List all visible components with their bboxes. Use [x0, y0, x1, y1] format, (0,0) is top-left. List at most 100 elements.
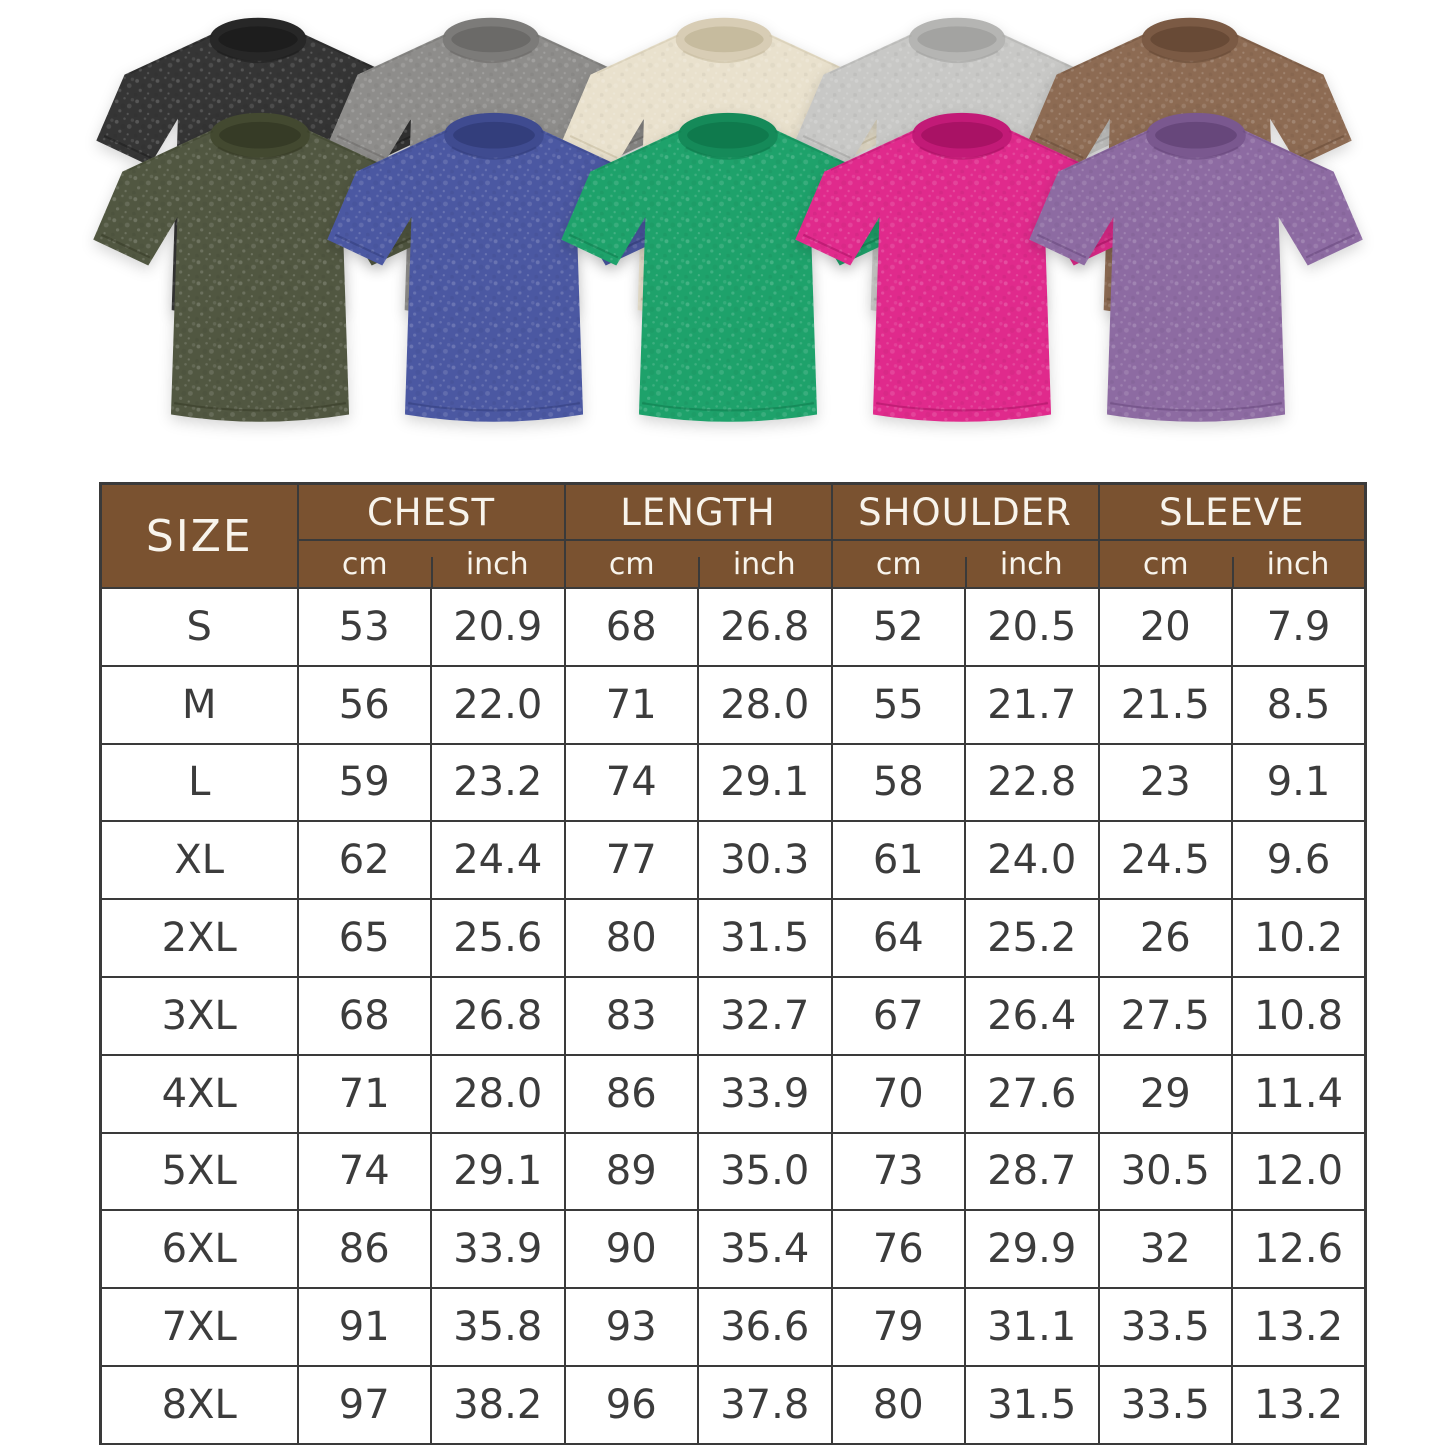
tshirt-neck-opening	[918, 119, 1006, 153]
tshirt-neck-opening	[450, 119, 538, 153]
header-chest-cm: cm	[296, 539, 431, 589]
size-cell: 8XL	[99, 1364, 299, 1445]
size-row-l: L 59 23.2 74 29.1 58 22.8 23 9.1	[99, 742, 1367, 823]
value-cell: 20.9	[430, 587, 566, 667]
value-cell: 24.5	[1097, 820, 1234, 901]
value-cell: 68	[563, 587, 699, 667]
tshirt-collar-band	[1146, 112, 1246, 158]
value-cell: 53	[296, 587, 432, 667]
value-cell: 29	[1097, 1053, 1234, 1134]
value-cell: 13.2	[1231, 1287, 1367, 1367]
tshirt-sleeve-stitch-left	[1036, 233, 1087, 259]
value-cell: 7.9	[1231, 587, 1367, 667]
value-cell: 86	[296, 1209, 432, 1290]
header-length-cm: cm	[563, 539, 698, 589]
size-cell: 3XL	[99, 975, 299, 1056]
value-cell: 29.1	[430, 1131, 566, 1212]
size-row-5xl: 5XL 74 29.1 89 35.0 73 28.7 30.5 12.0	[99, 1131, 1367, 1212]
value-cell: 24.4	[430, 820, 566, 901]
tshirt-shoulder-seam-left	[128, 130, 214, 171]
value-cell: 83	[563, 975, 699, 1056]
tshirt-collar-band	[209, 17, 307, 61]
tshirt-collar-stitch	[915, 50, 999, 64]
header-shoulder-cm: cm	[830, 539, 966, 589]
size-row-6xl: 6XL 86 33.9 90 35.4 76 29.9 32 12.6	[99, 1209, 1367, 1290]
value-cell: 31.5	[697, 898, 833, 978]
value-cell: 52	[830, 587, 967, 667]
value-cell: 55	[830, 664, 967, 745]
tshirt-sleeve-stitch-left	[802, 233, 853, 259]
tshirt-collar-band	[678, 112, 778, 158]
value-cell: 27.5	[1097, 975, 1234, 1056]
value-cell: 71	[296, 1053, 432, 1134]
tshirt-sleeve-stitch-left	[1035, 134, 1084, 159]
size-row-8xl: 8XL 97 38.2 96 37.8 80 31.5 33.5 13.2	[99, 1364, 1367, 1445]
header-chest-inch: inch	[431, 539, 565, 589]
value-cell: 71	[563, 664, 699, 745]
value-cell: 70	[830, 1053, 967, 1134]
tshirt-shoulder-seam-right	[1002, 34, 1085, 74]
size-cell: 2XL	[99, 898, 299, 978]
value-cell: 28.0	[430, 1053, 566, 1134]
value-cell: 20.5	[964, 587, 1100, 667]
tshirt-neck-opening	[1147, 24, 1233, 56]
tshirt-hem-stitch	[1110, 402, 1282, 412]
size-row-7xl: 7XL 91 35.8 93 36.6 79 31.1 33.5 13.2	[99, 1287, 1367, 1367]
header-sleeve: SLEEVE	[1097, 482, 1367, 541]
value-cell: 37.8	[697, 1364, 833, 1445]
tshirt-wash-texture	[327, 119, 661, 422]
size-cell: XL	[99, 820, 299, 901]
value-cell: 65	[296, 898, 432, 978]
tshirt-shoulder-seam-left	[130, 34, 213, 74]
value-cell: 74	[296, 1131, 432, 1212]
value-cell: 33.9	[430, 1209, 566, 1290]
value-cell: 59	[296, 742, 432, 823]
value-cell: 73	[830, 1131, 967, 1212]
value-cell: 80	[563, 898, 699, 978]
tshirt-wash-texture	[561, 119, 895, 422]
header-sleeve-inch: inch	[1232, 539, 1366, 589]
tshirt-sleeve-stitch-right	[1296, 134, 1345, 159]
tshirt-shoulder-seam-right	[303, 34, 386, 74]
value-cell: 11.4	[1231, 1053, 1367, 1134]
tshirt-sleeve-stitch-left	[569, 134, 618, 159]
value-cell: 13.2	[1231, 1364, 1367, 1445]
value-cell: 58	[830, 742, 967, 823]
value-cell: 80	[830, 1364, 967, 1445]
tshirt-hem-stitch	[642, 402, 814, 412]
tshirt-sleeve-stitch-left	[336, 134, 385, 159]
size-row-4xl: 4XL 71 28.0 86 33.9 70 27.6 29 11.4	[99, 1053, 1367, 1134]
value-cell: 89	[563, 1131, 699, 1212]
value-cell: 22.8	[964, 742, 1100, 823]
tshirt-sleeve-stitch-left	[103, 134, 152, 159]
value-cell: 61	[830, 820, 967, 901]
tshirt-washed-purple	[1029, 112, 1363, 422]
size-row-xl: XL 62 24.4 77 30.3 61 24.0 24.5 9.6	[99, 820, 1367, 901]
value-cell: 10.8	[1231, 975, 1367, 1056]
tshirt-collar-band	[908, 17, 1006, 61]
value-cell: 28.0	[697, 664, 833, 745]
size-table-wrap: SIZE CHEST LENGTH SHOULDER SLEEVE cm inc…	[99, 482, 1368, 1445]
value-cell: 62	[296, 820, 432, 901]
tshirt-collar-stitch	[451, 146, 537, 160]
value-cell: 77	[563, 820, 699, 901]
tshirt-sleeve-stitch-right	[1305, 233, 1356, 259]
tshirt-shoulder-seam-left	[1064, 130, 1150, 171]
tshirt-neck-opening	[216, 119, 304, 153]
tshirt-hem-stitch	[408, 402, 580, 412]
tshirt-washed-blue	[327, 112, 661, 422]
size-cell: 6XL	[99, 1209, 299, 1290]
tshirt-collar-stitch	[217, 146, 303, 160]
value-cell: 86	[563, 1053, 699, 1134]
size-cell: S	[99, 587, 299, 667]
header-length-inch: inch	[698, 539, 832, 589]
size-cell: 7XL	[99, 1287, 299, 1367]
value-cell: 74	[563, 742, 699, 823]
tshirt-shoulder-seam-right	[769, 34, 852, 74]
tshirt-shoulder-seam-left	[362, 130, 448, 171]
tshirt-collar-band	[210, 112, 310, 158]
tshirt-collar-stitch	[449, 50, 533, 64]
header-shoulder-inch: inch	[965, 539, 1099, 589]
value-cell: 24.0	[964, 820, 1100, 901]
